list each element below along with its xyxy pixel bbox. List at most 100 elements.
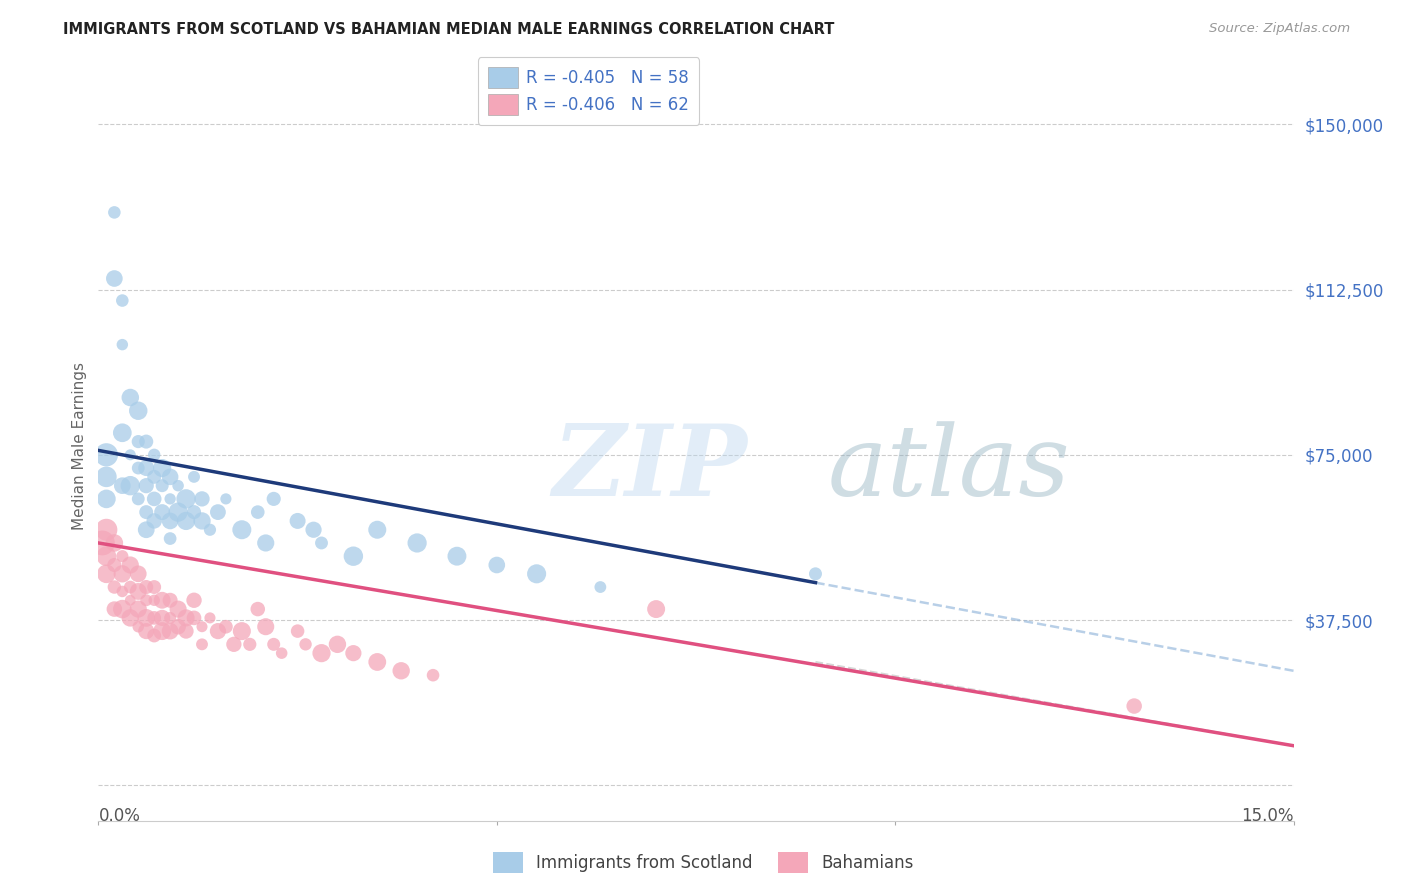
Point	[239, 637, 262, 651]
Point	[446, 549, 468, 564]
Point	[174, 491, 197, 506]
Point	[120, 391, 142, 405]
Text: 15.0%: 15.0%	[1241, 806, 1294, 824]
Point	[135, 505, 157, 519]
Point	[1123, 699, 1146, 714]
Point	[287, 624, 309, 639]
Point	[246, 602, 269, 616]
Y-axis label: Median Male Earnings: Median Male Earnings	[72, 362, 87, 530]
Point	[215, 620, 238, 634]
Point	[111, 478, 134, 492]
Point	[159, 491, 181, 506]
Point	[366, 523, 388, 537]
Point	[311, 536, 333, 550]
Point	[342, 646, 364, 660]
Point	[103, 271, 125, 285]
Text: IMMIGRANTS FROM SCOTLAND VS BAHAMIAN MEDIAN MALE EARNINGS CORRELATION CHART: IMMIGRANTS FROM SCOTLAND VS BAHAMIAN MED…	[63, 22, 835, 37]
Point	[135, 478, 157, 492]
Point	[91, 536, 114, 550]
Point	[207, 624, 229, 639]
Point	[103, 580, 125, 594]
Point	[174, 514, 197, 528]
Point	[159, 470, 181, 484]
Point	[150, 611, 173, 625]
Point	[135, 611, 157, 625]
Point	[111, 425, 134, 440]
Point	[167, 478, 190, 492]
Point	[120, 611, 142, 625]
Point	[120, 478, 142, 492]
Point	[111, 337, 134, 351]
Point	[127, 620, 149, 634]
Point	[143, 514, 166, 528]
Point	[406, 536, 429, 550]
Point	[198, 523, 221, 537]
Point	[389, 664, 412, 678]
Point	[120, 448, 142, 462]
Legend: R = -0.405   N = 58, R = -0.406   N = 62: R = -0.405 N = 58, R = -0.406 N = 62	[478, 57, 699, 125]
Legend: Immigrants from Scotland, Bahamians: Immigrants from Scotland, Bahamians	[486, 846, 920, 880]
Point	[159, 532, 181, 546]
Point	[135, 523, 157, 537]
Point	[294, 637, 316, 651]
Point	[254, 536, 277, 550]
Point	[191, 637, 214, 651]
Point	[198, 611, 221, 625]
Point	[150, 461, 173, 475]
Point	[366, 655, 388, 669]
Point	[103, 536, 125, 550]
Point	[174, 611, 197, 625]
Point	[150, 624, 173, 639]
Point	[311, 646, 333, 660]
Point	[135, 434, 157, 449]
Point	[183, 470, 205, 484]
Point	[135, 593, 157, 607]
Point	[231, 624, 253, 639]
Text: ZIP: ZIP	[553, 420, 748, 516]
Point	[150, 505, 173, 519]
Point	[589, 580, 612, 594]
Point	[342, 549, 364, 564]
Text: atlas: atlas	[827, 421, 1070, 516]
Point	[183, 505, 205, 519]
Point	[135, 461, 157, 475]
Point	[103, 205, 125, 219]
Point	[103, 602, 125, 616]
Point	[207, 505, 229, 519]
Point	[127, 461, 149, 475]
Point	[254, 620, 277, 634]
Point	[167, 505, 190, 519]
Point	[804, 566, 827, 581]
Point	[485, 558, 508, 572]
Point	[526, 566, 548, 581]
Point	[246, 505, 269, 519]
Point	[150, 593, 173, 607]
Point	[143, 470, 166, 484]
Point	[191, 620, 214, 634]
Point	[111, 602, 134, 616]
Point	[103, 558, 125, 572]
Point	[120, 580, 142, 594]
Point	[159, 611, 181, 625]
Point	[143, 593, 166, 607]
Text: 0.0%: 0.0%	[98, 806, 141, 824]
Point	[96, 566, 118, 581]
Point	[150, 478, 173, 492]
Point	[96, 549, 118, 564]
Point	[422, 668, 444, 682]
Point	[111, 566, 134, 581]
Point	[326, 637, 349, 651]
Text: Source: ZipAtlas.com: Source: ZipAtlas.com	[1209, 22, 1350, 36]
Point	[143, 491, 166, 506]
Point	[167, 620, 190, 634]
Point	[270, 646, 292, 660]
Point	[143, 448, 166, 462]
Point	[127, 403, 149, 417]
Point	[159, 593, 181, 607]
Point	[96, 523, 118, 537]
Point	[111, 293, 134, 308]
Point	[120, 558, 142, 572]
Point	[127, 434, 149, 449]
Point	[127, 602, 149, 616]
Point	[127, 491, 149, 506]
